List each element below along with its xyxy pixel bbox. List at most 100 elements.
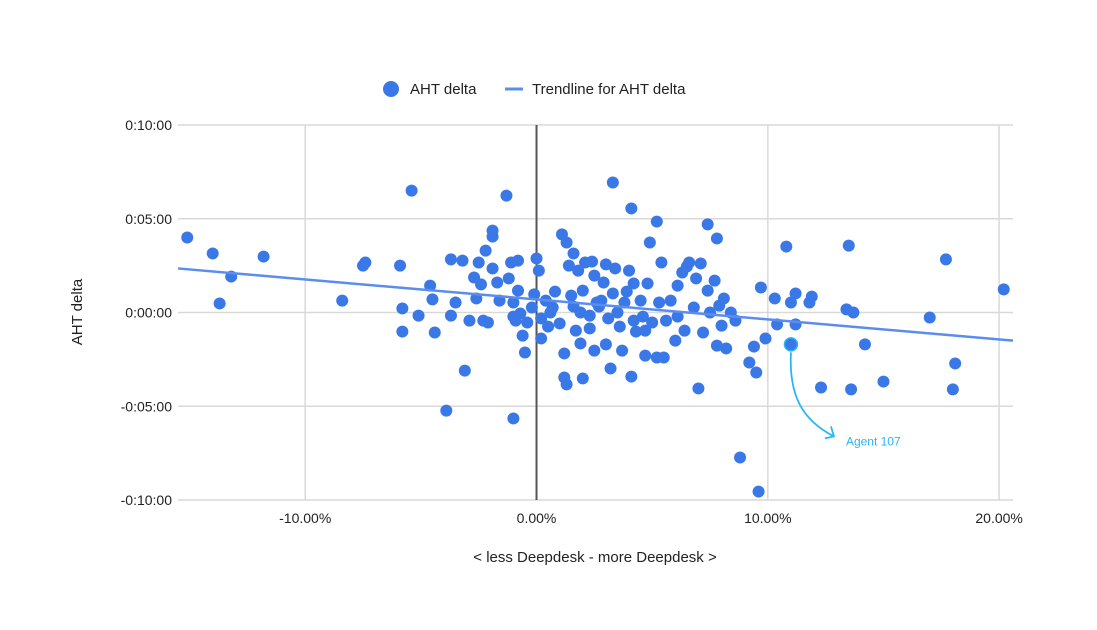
data-point [609,262,622,275]
data-point [815,381,828,394]
data-point [634,294,647,307]
data-point [396,302,409,315]
data-point [456,254,469,267]
data-point [572,264,585,277]
data-point [946,383,959,396]
y-tick-labels: 0:10:00 0:05:00 0:00:00 -0:05:00 -0:10:00 [121,117,173,508]
x-tick-labels: -10.00% 0.00% 10.00% 20.00% [279,510,1023,526]
y-tick-label: 0:10:00 [125,117,172,133]
data-point [655,256,668,269]
data-point [530,252,543,265]
data-point [639,324,652,337]
data-point [694,257,707,270]
highlighted-point [783,337,799,352]
data-point [997,283,1010,296]
data-point [734,451,747,464]
data-point [768,292,781,305]
data-point [701,284,714,297]
data-point [643,236,656,249]
data-point [599,258,612,271]
data-point [565,289,578,302]
data-point [336,294,349,307]
data-point [535,332,548,345]
data-point [528,288,541,301]
data-point [206,247,219,260]
data-point [583,309,596,322]
data-point [560,236,573,249]
data-point [359,256,372,269]
data-point [424,279,437,292]
data-point [847,306,860,319]
data-point [486,224,499,237]
data-point [588,344,601,357]
y-tick-label: -0:05:00 [121,398,173,414]
data-point [750,366,763,379]
data-point [611,306,624,319]
data-point [789,318,802,331]
legend-label-aht-delta: AHT delta [410,81,477,98]
y-axis-title: AHT delta [69,278,86,345]
data-point [576,284,589,297]
data-point [458,364,471,377]
data-point [708,274,721,287]
data-point [475,278,488,291]
data-point [784,296,797,309]
y-tick-label: 0:05:00 [125,211,172,227]
data-point [717,292,730,305]
data-point [710,339,723,352]
data-point [687,301,700,314]
data-point [616,344,629,357]
legend-marker-aht-delta [383,81,399,97]
data-point [627,314,640,327]
data-point [567,247,580,260]
data-point [479,244,492,257]
data-point [759,332,772,345]
data-point [521,316,534,329]
data-point [653,296,666,309]
data-point [845,383,858,396]
data-point [678,324,691,337]
data-point [507,412,520,425]
gridlines [178,124,1013,501]
data-point [650,215,663,228]
annotation: Agent 107 [783,337,901,448]
data-point [514,307,527,320]
data-point [440,404,453,417]
data-point [597,276,610,289]
arrowhead-icon [824,426,836,440]
data-point [627,277,640,290]
data-point [574,337,587,350]
data-point [394,259,407,272]
data-point [481,316,494,329]
data-point [518,346,531,359]
data-point [660,314,673,327]
data-point [181,231,194,244]
data-point [747,340,760,353]
data-point [558,347,571,360]
x-tick-label: 10.00% [744,510,791,526]
data-point [701,218,714,231]
trendline-path [177,267,1014,342]
data-point [532,264,545,277]
y-tick-label: -0:10:00 [121,492,173,508]
data-point [502,272,515,285]
data-point [542,320,555,333]
data-point [512,254,525,267]
data-point [562,259,575,272]
data-point [842,239,855,252]
data-point [789,287,802,300]
data-point [588,269,601,282]
data-point [549,285,562,298]
data-point [646,316,659,329]
data-point [629,325,642,338]
data-point [858,338,871,351]
data-point [546,301,559,314]
data-point [535,312,548,325]
data-point [604,362,617,375]
data-point [428,326,441,339]
annotation-label: Agent 107 [846,434,901,448]
data-point [671,279,684,292]
data-point [560,378,573,391]
data-point [586,255,599,268]
